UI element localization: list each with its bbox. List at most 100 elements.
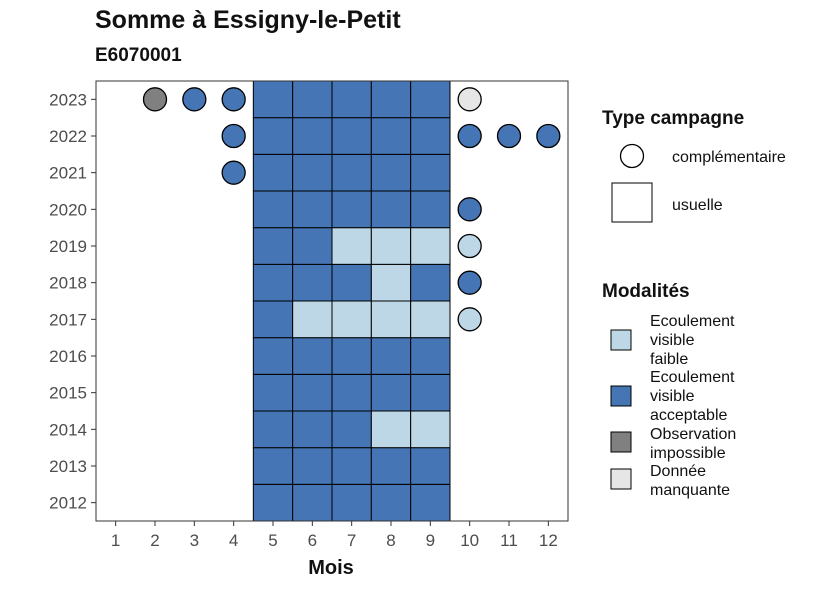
x-tick-label-9: 9: [426, 531, 435, 550]
tile-2020-7: [331, 190, 372, 229]
tile-2019-9: [410, 227, 451, 265]
axes: 1 2 3 4 5 6 7 8 9 10 11 122012201320142015201620172…: [49, 80, 569, 550]
y-tick-label-2019: 2019: [49, 237, 87, 256]
tile-2021-5: [252, 153, 294, 192]
tile-2018-8: [370, 263, 412, 302]
tile-2019-7: [331, 227, 372, 265]
y-tick-label-2022: 2022: [49, 127, 87, 146]
point-2019-10: [457, 233, 482, 259]
point-2022-10: [457, 123, 482, 149]
tile-2016-5: [252, 337, 294, 375]
legend-modalite-title: Modalités: [602, 281, 690, 302]
tile-2017-9: [410, 300, 451, 339]
x-tick-label-3: 3: [190, 531, 199, 550]
tile-2020-6: [292, 190, 333, 229]
tile-2022-8: [370, 117, 412, 155]
x-tick-label-2: 2: [150, 531, 159, 550]
tile-2023-5: [252, 80, 294, 119]
tile-2018-5: [252, 263, 294, 302]
tile-2015-9: [410, 373, 451, 412]
legend: Type campagne complémentaire usuelle Modali…: [602, 108, 786, 499]
x-tick-label-7: 7: [347, 531, 356, 550]
y-tick-label-2013: 2013: [49, 457, 87, 476]
x-tick-label-12: 12: [539, 531, 558, 550]
legend-modalite-label-0: Ecoulement visible faible: [650, 313, 735, 368]
tile-2020-8: [370, 190, 412, 229]
x-tick-label-1: 1: [111, 531, 120, 550]
tile-2023-8: [370, 80, 412, 119]
tile-2012-6: [292, 483, 333, 522]
point-2023-10: [457, 87, 482, 112]
point-2021-4: [221, 160, 246, 185]
tile-2022-9: [410, 117, 451, 155]
x-tick-label-10: 10: [460, 531, 479, 550]
tile-2017-8: [370, 300, 412, 339]
legend-modalite-label-2: Observation impossible: [650, 426, 736, 462]
point-2022-12: [536, 123, 561, 149]
tile-2015-6: [292, 373, 333, 412]
y-tick-label-2021: 2021: [49, 164, 87, 183]
legend-type-label-usuelle: usuelle: [672, 197, 723, 214]
y-tick-label-2014: 2014: [49, 420, 87, 439]
tile-2012-5: [252, 483, 294, 522]
y-tick-label-2020: 2020: [49, 200, 87, 219]
tile-2021-6: [292, 153, 333, 192]
tile-2014-8: [370, 410, 412, 449]
tile-2014-5: [252, 410, 294, 449]
legend-modalite-label-3: Donnée manquante: [650, 463, 730, 499]
point-2020-10: [457, 197, 482, 222]
legend-type-title: Type campagne: [602, 108, 744, 129]
plot-area: [96, 80, 568, 522]
tile-2012-9: [410, 483, 451, 522]
tile-2021-8: [370, 153, 412, 192]
tile-2017-6: [292, 300, 333, 339]
point-2023-4: [221, 87, 246, 112]
x-axis-title: Mois: [308, 557, 354, 579]
y-tick-label-2018: 2018: [49, 274, 87, 293]
tile-2013-9: [410, 447, 451, 485]
point-2023-3: [182, 87, 207, 112]
chart-title: Somme à Essigny-le-Petit: [95, 6, 401, 34]
tile-2018-7: [331, 263, 372, 302]
tile-2016-7: [331, 337, 372, 375]
tile-2020-5: [252, 190, 294, 229]
legend-modalite-key-3: [610, 468, 632, 490]
y-tick-label-2012: 2012: [49, 494, 87, 513]
tile-2017-5: [252, 300, 294, 339]
tile-2018-9: [410, 263, 451, 302]
tile-2022-5: [252, 117, 294, 155]
tile-2016-9: [410, 337, 451, 375]
y-tick-label-2015: 2015: [49, 384, 87, 403]
x-tick-label-8: 8: [386, 531, 395, 550]
tile-2014-7: [331, 410, 372, 449]
point-2017-10: [457, 307, 482, 332]
legend-modalite-label-1: Ecoulement visible acceptable: [650, 369, 735, 424]
tile-2022-6: [292, 117, 333, 155]
x-tick-label-5: 5: [268, 531, 277, 550]
tile-2021-7: [331, 153, 372, 192]
tile-2016-8: [370, 337, 412, 375]
tile-2015-8: [370, 373, 412, 412]
x-tick-label-4: 4: [229, 531, 238, 550]
point-2022-11: [496, 123, 522, 149]
y-tick-label-2017: 2017: [49, 310, 87, 329]
y-tick-label-2023: 2023: [49, 90, 87, 109]
x-tick-label-11: 11: [500, 531, 518, 550]
legend-modalite-key-0: [610, 329, 632, 351]
tile-2023-6: [292, 80, 333, 119]
legend-modalite-key-1: [610, 385, 632, 407]
legend-modalite-key-2: [610, 431, 632, 453]
tile-2014-9: [410, 410, 451, 449]
y-tick-label-2016: 2016: [49, 347, 87, 366]
tile-2021-9: [410, 153, 451, 192]
tile-2012-8: [370, 483, 412, 522]
tile-2015-5: [252, 373, 294, 412]
chart-subtitle: E6070001: [95, 45, 182, 66]
tile-2019-8: [370, 227, 412, 265]
x-tick-label-6: 6: [308, 531, 317, 550]
tile-2017-7: [331, 300, 372, 339]
tile-2014-6: [292, 410, 333, 449]
point-2022-4: [221, 123, 246, 149]
tile-2013-5: [252, 447, 294, 485]
